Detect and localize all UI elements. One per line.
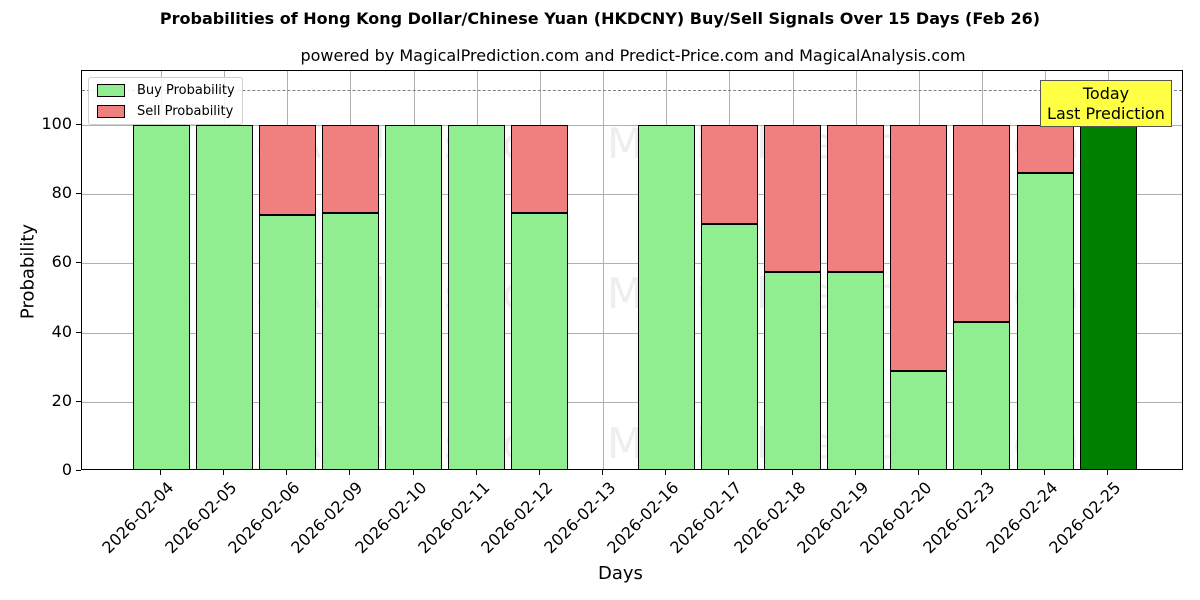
reference-line-110 [82,90,1182,92]
buy-bar [1016,173,1074,469]
y-tick-label: 100 [41,114,72,133]
buy-bar [511,212,569,469]
legend-buy-label: Buy Probability [137,83,235,98]
x-tick-mark [1044,470,1046,475]
buy-bar [637,125,695,469]
buy-bar [321,212,379,469]
y-tick-mark [76,400,81,402]
legend-item-buy: Buy Probability [97,83,235,98]
sell-bar [700,125,758,224]
gridline-horizontal [82,401,1182,403]
buy-bar [953,321,1011,469]
y-tick-label: 0 [61,460,72,479]
y-tick-label: 80 [51,183,72,203]
sell-bar [764,125,821,273]
annotation-line2: Last Prediction [1047,104,1165,123]
sell-swatch-icon [97,105,125,118]
buy-bar [890,371,948,469]
buy-bar [700,223,758,469]
buy-bar [195,125,253,469]
sell-bar [827,125,885,273]
sell-bar [1016,125,1074,174]
x-axis-label: Days [598,563,643,584]
gridline-horizontal [82,194,1182,196]
buy-bar [258,214,316,469]
x-tick-mark [286,470,288,475]
x-tick-mark [665,470,667,475]
x-tick-mark [475,470,477,475]
x-tick-mark [602,470,604,475]
y-tick-mark [76,470,81,471]
x-tick-mark [1107,470,1109,475]
legend-sell-label: Sell Probability [137,104,234,119]
buy-bar [385,125,443,469]
chart-title: Probabilities of Hong Kong Dollar/Chines… [159,9,1041,28]
y-tick-label: 20 [51,390,72,410]
y-axis-label: Probability [17,223,39,320]
annotation-line1: Today [1082,84,1130,103]
y-tick-mark [76,193,81,195]
buy-bar [132,125,190,469]
x-tick-mark [412,470,414,475]
buy-bar [764,272,821,469]
y-tick-mark [76,124,81,125]
buy-bar [448,125,506,469]
x-tick-mark [160,470,161,475]
y-tick-label: 60 [51,252,72,272]
x-tick-mark [349,470,351,475]
x-tick-mark [728,470,730,475]
sell-bar [258,125,316,215]
x-tick-mark [854,470,856,475]
x-tick-mark [223,470,225,475]
x-tick-mark [917,470,919,475]
sell-bar [511,125,569,213]
sell-bar [321,125,379,213]
today-annotation: Today Last Prediction [1040,80,1172,127]
buy-swatch-icon [97,84,125,97]
gridline-horizontal [82,125,1182,126]
y-tick-mark [76,331,81,333]
gridline-horizontal [82,263,1182,265]
x-tick-mark [538,470,540,475]
gridline-horizontal [82,332,1182,334]
today-bar [1079,125,1137,469]
legend: Buy Probability Sell Probability [88,77,243,125]
x-tick-mark [980,470,982,475]
plot-area: MagicalAnalysis.comMagicalPrediction.com… [81,70,1183,470]
buy-bar [827,272,885,469]
x-tick-mark [791,470,793,475]
gridline-vertical [603,71,605,469]
legend-item-sell: Sell Probability [97,104,233,119]
y-tick-label: 40 [51,321,72,341]
sell-bar [953,125,1011,322]
chart-subtitle: powered by MagicalPrediction.com and Pre… [300,46,966,65]
y-tick-mark [76,262,81,264]
sell-bar [890,125,948,371]
